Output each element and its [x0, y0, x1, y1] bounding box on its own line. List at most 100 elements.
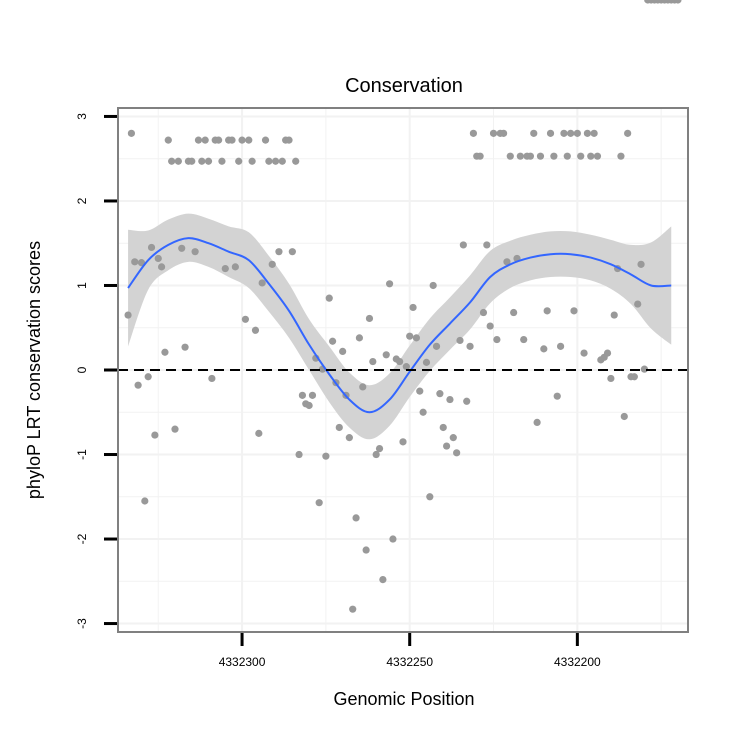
data-point	[221, 264, 229, 273]
data-point	[328, 337, 337, 345]
data-point	[268, 260, 276, 268]
data-point	[419, 408, 427, 416]
panel-border	[117, 107, 689, 633]
data-point	[181, 343, 189, 351]
data-point	[208, 374, 216, 383]
data-points-layer	[124, 0, 682, 613]
data-point	[399, 438, 407, 446]
data-point	[171, 425, 179, 433]
data-point	[372, 450, 380, 459]
data-point	[168, 157, 176, 165]
data-point	[570, 307, 578, 315]
data-point	[489, 129, 498, 137]
data-point	[157, 263, 166, 271]
data-point	[359, 383, 367, 391]
data-point	[409, 303, 417, 312]
data-point	[258, 279, 266, 287]
data-point	[385, 280, 394, 288]
data-point	[463, 397, 471, 405]
data-point	[567, 129, 575, 137]
data-point	[375, 445, 384, 453]
data-point	[325, 294, 333, 302]
data-point	[442, 442, 451, 450]
data-point	[235, 157, 243, 165]
data-point	[439, 423, 447, 432]
data-point	[536, 152, 545, 160]
data-point	[553, 392, 561, 400]
data-point	[634, 300, 642, 308]
data-point	[506, 152, 514, 160]
data-point	[607, 374, 615, 383]
data-point	[349, 605, 357, 613]
data-point	[369, 357, 377, 366]
data-point	[238, 136, 246, 144]
data-point	[134, 381, 142, 389]
data-point	[137, 259, 146, 267]
data-point	[228, 136, 236, 144]
data-point	[178, 244, 186, 252]
data-point	[265, 157, 273, 165]
data-point	[402, 363, 410, 371]
data-point	[620, 412, 628, 421]
data-point	[164, 136, 172, 144]
data-point	[630, 373, 638, 381]
data-point	[292, 157, 300, 165]
data-point	[352, 514, 360, 522]
data-point	[124, 311, 132, 319]
data-point	[278, 157, 286, 165]
data-point	[288, 248, 296, 256]
x-tick-label: 4332300	[219, 655, 266, 669]
y-tick-label: -1	[75, 449, 89, 460]
data-point	[204, 157, 213, 165]
data-point	[533, 418, 541, 426]
data-point	[546, 129, 555, 137]
data-point	[577, 152, 585, 160]
data-point	[295, 450, 303, 459]
data-point	[214, 136, 223, 144]
data-point	[154, 254, 162, 263]
data-point	[147, 243, 156, 252]
data-point	[161, 348, 169, 356]
data-point	[345, 434, 353, 442]
data-point	[436, 390, 444, 398]
data-point	[379, 576, 387, 584]
data-point	[459, 241, 467, 249]
data-point	[285, 136, 293, 144]
data-point	[198, 157, 206, 165]
data-point	[305, 401, 313, 410]
data-point	[191, 248, 199, 256]
y-tick-label: 1	[75, 282, 89, 289]
data-point	[466, 342, 474, 350]
data-point	[127, 129, 136, 137]
data-point	[432, 342, 441, 350]
data-point	[151, 431, 159, 439]
smooth-line	[127, 237, 672, 414]
x-axis-title: Genomic Position	[333, 689, 474, 709]
data-point	[131, 258, 139, 266]
data-point	[389, 535, 397, 543]
data-point	[144, 373, 152, 381]
data-point	[583, 129, 592, 137]
data-point	[499, 129, 508, 137]
data-point	[543, 307, 551, 315]
data-point	[486, 322, 494, 330]
data-point	[261, 136, 270, 144]
data-point	[550, 152, 558, 160]
data-point	[590, 129, 598, 137]
data-point	[396, 357, 404, 366]
data-point	[449, 434, 457, 442]
data-point	[674, 0, 682, 4]
data-point	[479, 308, 488, 317]
data-point	[593, 152, 602, 160]
data-point	[637, 260, 645, 268]
data-point	[573, 129, 581, 137]
data-point	[174, 157, 182, 165]
y-tick-label: 3	[75, 113, 89, 120]
data-point	[245, 136, 253, 144]
data-point	[365, 314, 374, 323]
chart-title: Conservation	[345, 75, 463, 97]
y-axis-ticks: -3 -2 -1 0 1 2 3	[75, 113, 117, 629]
data-point	[580, 349, 588, 357]
data-point	[426, 493, 434, 501]
data-point	[416, 387, 424, 395]
